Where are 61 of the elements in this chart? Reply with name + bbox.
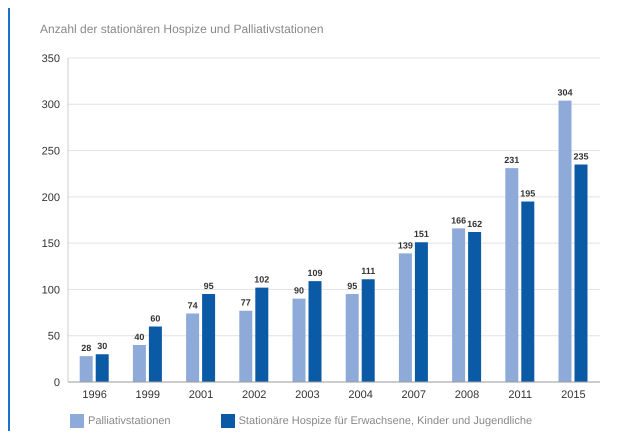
data-label: 195 xyxy=(520,188,536,198)
bar xyxy=(452,228,466,382)
data-label: 40 xyxy=(134,332,144,342)
bar xyxy=(505,168,518,382)
x-tick-label: 2003 xyxy=(295,388,320,401)
y-tick-label: 0 xyxy=(54,376,60,389)
x-tick-label: 2001 xyxy=(188,388,214,401)
data-label: 235 xyxy=(573,151,589,162)
x-tick-label: 2011 xyxy=(508,388,532,401)
data-label: 102 xyxy=(254,274,270,285)
y-tick-label: 50 xyxy=(48,330,60,343)
bar xyxy=(558,100,572,382)
data-label: 111 xyxy=(361,266,376,276)
data-label: 74 xyxy=(188,300,198,310)
x-tick-label: 2002 xyxy=(242,388,266,401)
bar xyxy=(148,326,162,382)
data-label: 60 xyxy=(150,313,160,324)
x-tick-label: 2008 xyxy=(454,388,480,401)
data-label: 139 xyxy=(398,240,413,250)
x-tick-label: 2015 xyxy=(561,388,586,401)
x-tick-label: 1996 xyxy=(82,388,107,401)
bar xyxy=(239,310,252,382)
bar xyxy=(308,281,322,382)
legend-label: Palliativstationen xyxy=(88,414,171,427)
y-tick-label: 250 xyxy=(42,145,60,158)
y-tick-label: 200 xyxy=(42,192,60,204)
bar xyxy=(414,242,428,382)
data-label: 30 xyxy=(97,341,108,352)
x-tick-label: 2007 xyxy=(402,388,426,401)
data-label: 231 xyxy=(504,155,520,166)
data-label: 304 xyxy=(557,88,573,98)
data-label: 95 xyxy=(204,281,214,292)
data-label: 162 xyxy=(467,219,482,230)
data-label: 151 xyxy=(414,229,429,240)
bar xyxy=(468,232,482,382)
bar xyxy=(574,164,588,382)
bar xyxy=(186,313,200,382)
bar xyxy=(96,354,109,382)
data-label: 95 xyxy=(347,281,358,292)
chart-title: Anzahl der stationären Hospize und Palliativstationen xyxy=(40,22,324,36)
data-label: 28 xyxy=(81,343,92,354)
legend-label: Stationäre Hospize für Erwachsene, Kinder und Jugendliche xyxy=(238,414,532,427)
bar xyxy=(132,344,146,382)
y-tick-label: 300 xyxy=(42,99,60,112)
data-label: 166 xyxy=(451,215,466,226)
data-label: 90 xyxy=(294,286,304,296)
bar xyxy=(346,294,359,382)
data-label: 109 xyxy=(307,268,323,278)
y-tick-label: 350 xyxy=(42,52,60,65)
bar xyxy=(292,298,306,382)
bar xyxy=(255,288,268,382)
bar xyxy=(202,294,216,382)
bar xyxy=(80,356,93,382)
bar xyxy=(398,253,412,382)
data-label: 77 xyxy=(240,298,251,308)
y-tick-label: 150 xyxy=(42,238,60,250)
y-tick-label: 100 xyxy=(42,284,60,296)
bar xyxy=(362,279,375,382)
x-tick-label: 2004 xyxy=(348,388,373,401)
bar xyxy=(521,201,534,382)
x-tick-label: 1999 xyxy=(136,388,160,401)
